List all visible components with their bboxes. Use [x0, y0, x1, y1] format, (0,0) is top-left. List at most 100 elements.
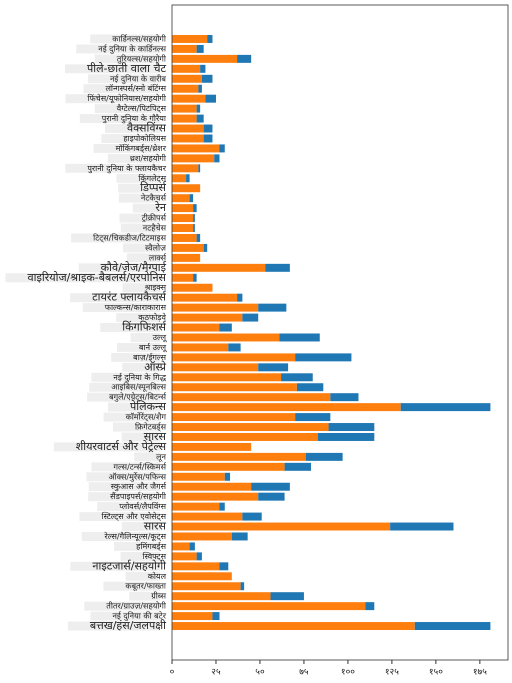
bar-segment	[172, 313, 243, 322]
label-background	[79, 512, 160, 522]
bar-segment	[258, 363, 289, 372]
label-background	[126, 253, 160, 263]
bar-segment	[193, 273, 197, 282]
bar-segment	[172, 542, 190, 551]
bar-segment	[172, 462, 285, 471]
label-background	[70, 561, 160, 571]
y-tick-label: पुरानी दुनिया के गौरैया	[102, 113, 167, 124]
bar-segment	[172, 383, 297, 392]
label-background	[91, 372, 160, 382]
y-tick-label: नई दुनिया के वारीब	[110, 73, 166, 84]
bar-segment	[172, 562, 220, 571]
bar-segment	[172, 522, 391, 531]
label-background	[122, 362, 160, 372]
y-tick-label: बत्तख/हंस/जलपक्षी	[90, 619, 166, 632]
y-tick-label: बाज़/ईगल्स	[133, 352, 166, 362]
bar-segment	[189, 194, 194, 203]
bar-segment	[270, 592, 304, 601]
bar-segment	[172, 194, 190, 203]
bar-segment	[390, 522, 454, 531]
y-tick-label: रेन	[155, 201, 167, 214]
y-tick-label: पेलिकन्स	[130, 400, 167, 413]
bar-segment	[172, 532, 232, 541]
bar-segment	[172, 602, 366, 611]
bar-segment	[284, 462, 311, 471]
bar-segment	[224, 472, 231, 481]
label-background	[81, 532, 160, 541]
plot-frame	[171, 4, 509, 661]
bar-segment	[281, 373, 313, 382]
y-tick-label: शीयरवाटर्स और पेट्रेल्स	[76, 440, 167, 453]
label-background	[94, 104, 160, 114]
label-background	[134, 452, 160, 462]
bar-segment	[237, 54, 252, 63]
bar-segment	[240, 582, 245, 591]
label-background	[67, 621, 160, 631]
y-tick-label: आइबिस/स्पूनबिल्स	[111, 382, 166, 393]
bar-segment	[296, 383, 324, 392]
bar-segment	[172, 393, 331, 402]
label-background	[97, 502, 160, 512]
bar-segment	[196, 114, 204, 123]
y-tick-label: नेटकैचर्स	[141, 193, 167, 203]
label-background	[111, 352, 160, 362]
bar-segment	[172, 34, 208, 43]
bar-segment	[330, 393, 359, 402]
bar-segment	[172, 343, 229, 352]
label-background	[120, 223, 160, 233]
bar-segment	[186, 174, 190, 183]
bar-segment	[172, 144, 220, 153]
bar-segment	[172, 423, 329, 432]
label-background	[119, 213, 160, 223]
bar-segment	[193, 214, 195, 223]
bar-segment	[172, 84, 199, 93]
label-background	[5, 273, 160, 283]
y-tick-label: ऑस्प्रे	[144, 360, 167, 373]
bar-segment	[172, 74, 202, 83]
bar-segment	[172, 263, 266, 272]
bar-segment	[196, 233, 201, 242]
y-tick-label: कॉर्मोरेंट्स/शैग	[126, 412, 167, 423]
y-tick-label: सारस	[144, 430, 167, 443]
bar-segment	[172, 134, 204, 143]
bar-segment	[172, 214, 194, 223]
bar-segment	[172, 413, 296, 422]
bar-segment	[172, 353, 296, 362]
bar-segment	[172, 482, 252, 491]
y-tick-label: फ्रिगेटबर्ड्स	[135, 422, 167, 433]
bar-segment	[172, 243, 204, 252]
bar-segment	[172, 233, 197, 242]
label-background	[86, 472, 160, 482]
bar-segment	[172, 224, 194, 233]
label-background	[132, 203, 160, 213]
y-tick-label: सारस	[144, 520, 167, 533]
y-tick-label: लार्क्स	[149, 252, 167, 262]
y-tick-label: मॉकिंगबर्ड्स/थ्रेशर	[116, 143, 167, 154]
bar-segment	[172, 104, 197, 113]
y-tick-label: कबूतर/फाख्ता	[125, 582, 167, 592]
y-tick-label: थ्रश/सहयोगी	[130, 153, 167, 163]
bar-segment	[172, 552, 197, 561]
y-tick-label: लॉन्गस्पर्स/स्नो बंटिंग्स	[105, 83, 166, 93]
y-tick-label: नई दुनिया के गिद्ध	[113, 372, 166, 383]
bar-segment	[172, 283, 213, 292]
label-background	[94, 54, 160, 64]
bar-segment	[318, 432, 375, 441]
x-tick-label: २५	[211, 668, 221, 678]
bar-segment	[196, 104, 201, 113]
label-background	[122, 283, 160, 293]
x-tick-label: ७५	[299, 668, 309, 678]
label-background	[90, 611, 160, 621]
bar-segment	[172, 572, 232, 581]
y-tick-label: लून	[156, 452, 166, 462]
bar-segment	[172, 94, 206, 103]
bar-segment	[172, 492, 259, 501]
y-tick-label: स्टिल्ट्स और एवोसेट्स	[102, 511, 167, 522]
bar-segment	[414, 622, 491, 631]
label-background	[84, 601, 160, 611]
label-background	[123, 243, 160, 253]
label-background	[65, 64, 160, 74]
bar-segment	[205, 94, 216, 103]
bar-segment	[242, 512, 262, 521]
x-tick-label: १७५	[473, 668, 487, 678]
